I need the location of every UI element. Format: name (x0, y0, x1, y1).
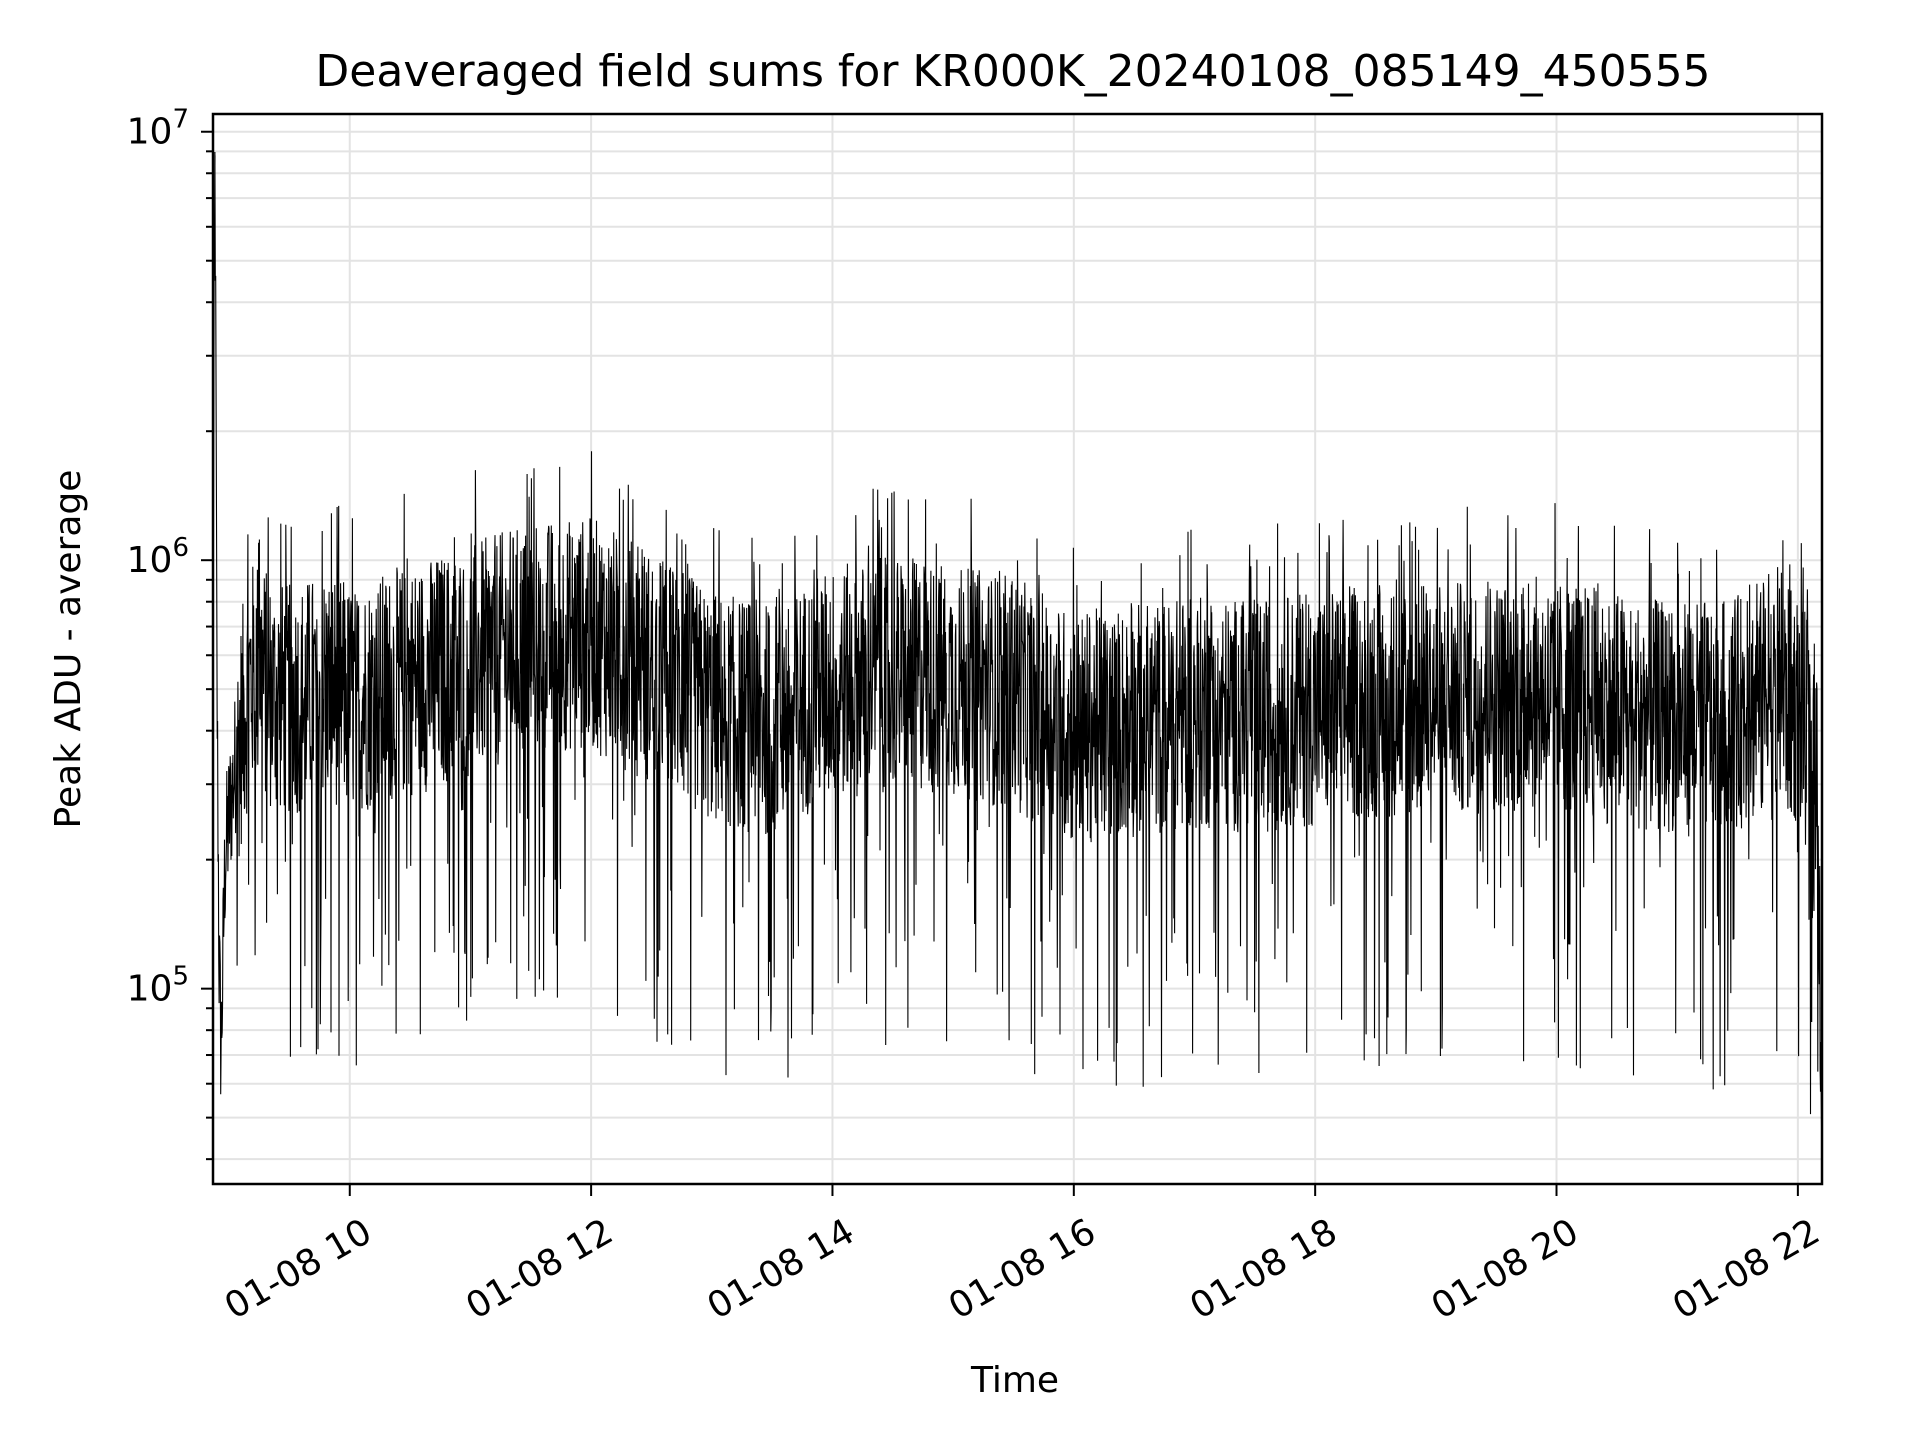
y-tick-label: 107 (127, 105, 189, 153)
y-tick-label: 105 (127, 962, 189, 1010)
chart-title: Deaveraged field sums for KR000K_2024010… (315, 46, 1710, 97)
x-axis-label: Time (970, 1360, 1059, 1401)
series-layer (212, 151, 1823, 1151)
y-axis-label: Peak ADU - average (48, 470, 89, 829)
series-line (212, 151, 1823, 1151)
y-axis: 105 106 107 (127, 105, 213, 1161)
y-tick-label: 106 (127, 533, 189, 581)
plot-frame (211, 112, 1824, 1186)
